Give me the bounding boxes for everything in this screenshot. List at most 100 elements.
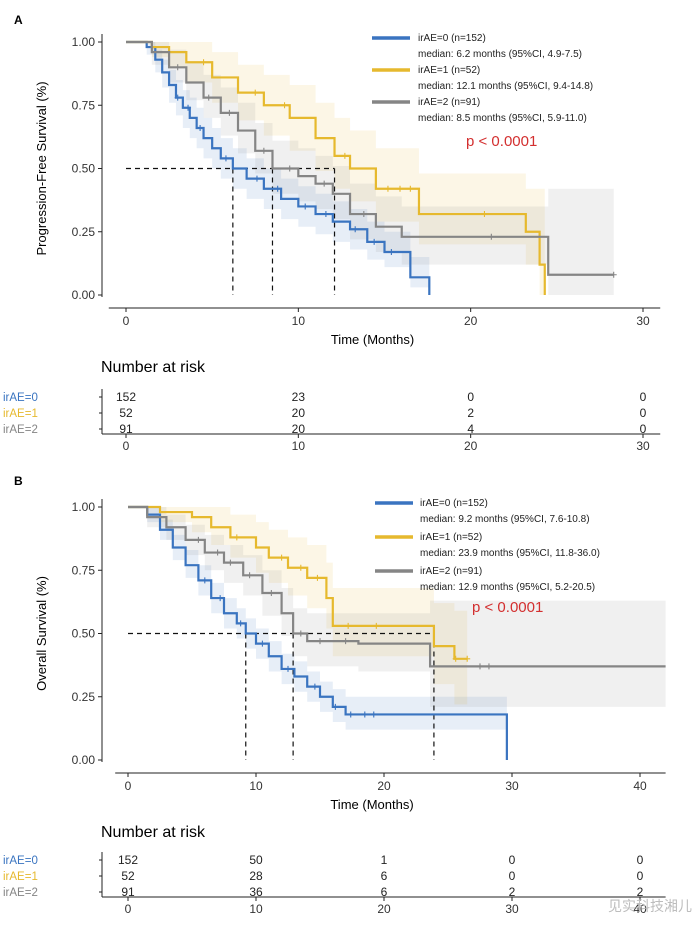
risk-count: 152 xyxy=(116,390,136,404)
ci-band-irAE-0 xyxy=(128,507,507,760)
km-curve-irAE-1 xyxy=(126,40,546,295)
x-tick-label: 30 xyxy=(505,779,519,793)
censor-mark xyxy=(217,595,224,602)
y-tick-label: 0.00 xyxy=(72,288,96,302)
ci-band-irAE-1 xyxy=(128,507,468,705)
km-curve-irAE-2 xyxy=(126,40,614,276)
risk-count: 50 xyxy=(249,853,263,867)
censor-mark xyxy=(226,109,233,116)
risk-x-tick-label: 30 xyxy=(636,439,650,453)
risk-table-title: Number at risk xyxy=(101,359,206,376)
legend-label: irAE=2 (n=91) xyxy=(420,566,482,577)
risk-count: 0 xyxy=(640,390,647,404)
y-tick-label: 0.00 xyxy=(72,753,96,767)
legend-label: irAE=0 (n=152) xyxy=(418,33,486,44)
risk-count: 0 xyxy=(640,406,647,420)
x-tick-label: 0 xyxy=(123,314,130,328)
x-tick-label: 10 xyxy=(249,779,263,793)
censor-mark xyxy=(214,549,221,556)
censor-mark xyxy=(237,620,244,627)
censor-mark xyxy=(332,703,339,710)
risk-count: 6 xyxy=(381,869,388,883)
risk-count: 2 xyxy=(509,885,516,899)
risk-count: 23 xyxy=(292,390,306,404)
censor-mark xyxy=(373,622,380,629)
censor-mark xyxy=(197,125,204,132)
censor-mark xyxy=(174,94,181,101)
legend-median: median: 23.9 months (95%CI, 11.8-36.0) xyxy=(420,548,600,559)
panel-label: A xyxy=(14,13,23,27)
legend-median: median: 9.2 months (95%CI, 7.6-10.8) xyxy=(420,514,590,525)
censor-mark xyxy=(464,655,471,662)
ci-band-irAE-2 xyxy=(128,507,666,707)
censor-mark xyxy=(222,155,229,162)
risk-table-title: Number at risk xyxy=(101,824,206,841)
x-tick-label: 20 xyxy=(377,779,391,793)
risk-group-label: irAE=0 xyxy=(3,855,38,867)
censor-mark xyxy=(297,630,304,637)
risk-count: 52 xyxy=(121,869,135,883)
legend-label: irAE=1 (n=52) xyxy=(418,65,480,76)
censor-mark xyxy=(268,590,275,597)
p-value: p < 0.0001 xyxy=(472,599,543,616)
y-tick-label: 0.75 xyxy=(72,563,96,577)
risk-count: 0 xyxy=(509,869,516,883)
censor-mark xyxy=(253,175,260,182)
censor-mark xyxy=(342,638,349,645)
censor-mark xyxy=(302,203,309,210)
y-tick-label: 0.75 xyxy=(72,98,96,112)
y-tick-label: 1.00 xyxy=(72,500,96,514)
censor-mark xyxy=(297,564,304,571)
risk-count: 20 xyxy=(292,406,306,420)
censor-mark xyxy=(195,536,202,543)
censor-mark xyxy=(205,94,212,101)
censor-mark xyxy=(260,147,267,154)
risk-x-tick-label: 20 xyxy=(377,902,391,916)
censor-mark xyxy=(278,554,285,561)
km-curve-irAE-0 xyxy=(128,505,508,760)
censor-mark xyxy=(281,102,288,109)
censor-mark xyxy=(388,248,395,255)
panel-label: B xyxy=(14,474,23,488)
risk-count: 1 xyxy=(381,853,388,867)
censor-mark xyxy=(345,622,352,629)
censor-mark xyxy=(286,165,293,172)
censor-mark xyxy=(321,180,328,187)
risk-x-tick-label: 30 xyxy=(505,902,519,916)
risk-count: 4 xyxy=(467,422,474,436)
y-tick-label: 1.00 xyxy=(72,35,96,49)
legend-median: median: 12.9 months (95%CI, 5.2-20.5) xyxy=(420,582,595,593)
x-tick-label: 40 xyxy=(633,779,647,793)
censor-mark xyxy=(233,534,240,541)
x-tick-label: 20 xyxy=(464,314,478,328)
risk-count: 2 xyxy=(467,406,474,420)
censor-mark xyxy=(397,185,404,192)
y-tick-label: 0.50 xyxy=(72,162,96,176)
y-axis-title: Overall Survival (%) xyxy=(34,576,49,691)
censor-mark xyxy=(174,64,181,71)
censor-mark xyxy=(370,711,377,718)
censor-mark xyxy=(347,711,354,718)
censor-mark xyxy=(488,233,495,240)
risk-count: 0 xyxy=(637,853,644,867)
y-axis-title: Progression-Free Survival (%) xyxy=(34,81,49,255)
censor-mark xyxy=(314,574,321,581)
censor-mark xyxy=(200,59,207,66)
risk-count: 0 xyxy=(637,869,644,883)
watermark: 见实科技湘儿 xyxy=(608,899,692,915)
risk-count: 36 xyxy=(249,885,263,899)
censor-mark xyxy=(485,663,492,670)
censor-mark xyxy=(274,185,281,192)
censor-mark xyxy=(407,185,414,192)
y-tick-label: 0.50 xyxy=(72,627,96,641)
y-tick-label: 0.25 xyxy=(72,225,96,239)
km-curve-irAE-2 xyxy=(128,505,666,668)
risk-count: 152 xyxy=(118,853,138,867)
censor-mark xyxy=(259,640,266,647)
ci-band-irAE-2 xyxy=(126,42,614,295)
censor-mark xyxy=(317,638,323,645)
risk-x-tick-label: 20 xyxy=(464,439,478,453)
km-curve-irAE-1 xyxy=(128,505,468,660)
